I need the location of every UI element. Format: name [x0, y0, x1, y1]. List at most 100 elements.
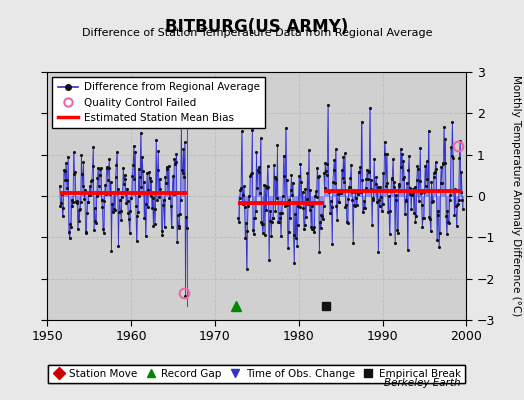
- Point: [165, 194, 173, 201]
- Point: [114, 186, 122, 192]
- Point: [270, 162, 278, 168]
- Point: [279, 193, 287, 199]
- Point: [241, 204, 249, 210]
- Point: [236, 186, 245, 193]
- Point: [329, 178, 337, 185]
- Point: [402, 198, 410, 204]
- Point: [314, 174, 322, 180]
- Point: [310, 229, 318, 235]
- Point: [367, 176, 376, 183]
- Point: [424, 127, 433, 134]
- Point: [270, 174, 279, 180]
- Point: [81, 230, 90, 236]
- Point: [261, 183, 270, 190]
- Point: [129, 161, 137, 168]
- Point: [135, 193, 144, 199]
- Point: [394, 230, 402, 236]
- Point: [374, 248, 383, 255]
- Point: [72, 198, 81, 204]
- Point: [162, 180, 170, 186]
- Point: [339, 175, 347, 181]
- Point: [456, 188, 465, 195]
- Point: [167, 203, 175, 210]
- Text: Monthly Temperature Anomaly Difference (°C): Monthly Temperature Anomaly Difference (…: [511, 75, 521, 317]
- Point: [357, 118, 366, 125]
- Point: [172, 151, 181, 158]
- Point: [126, 207, 135, 214]
- Point: [95, 182, 103, 189]
- Point: [389, 184, 398, 190]
- Point: [350, 202, 358, 209]
- Point: [433, 208, 442, 214]
- Point: [93, 175, 102, 181]
- Point: [379, 169, 387, 176]
- Point: [254, 167, 262, 173]
- Point: [170, 156, 179, 163]
- Point: [106, 179, 115, 185]
- Point: [372, 180, 380, 187]
- Point: [156, 176, 164, 182]
- Point: [110, 206, 118, 212]
- Text: Berkeley Earth: Berkeley Earth: [385, 378, 461, 388]
- Point: [168, 190, 177, 196]
- Point: [406, 190, 414, 197]
- Point: [144, 204, 152, 211]
- Point: [414, 198, 423, 204]
- Point: [266, 218, 274, 224]
- Point: [91, 205, 99, 211]
- Point: [316, 225, 325, 232]
- Point: [362, 176, 370, 183]
- Point: [257, 218, 266, 225]
- Point: [63, 185, 72, 192]
- Point: [351, 189, 359, 196]
- Point: [259, 221, 268, 227]
- Point: [348, 197, 357, 203]
- Point: [248, 126, 256, 133]
- Point: [154, 148, 162, 155]
- Point: [64, 153, 72, 160]
- Point: [293, 222, 302, 228]
- Point: [409, 186, 418, 192]
- Point: [272, 195, 281, 201]
- Point: [179, 170, 187, 176]
- Point: [176, 211, 184, 217]
- Point: [278, 200, 287, 206]
- Point: [324, 188, 333, 194]
- Point: [301, 186, 310, 192]
- Point: [376, 184, 385, 190]
- Point: [298, 189, 307, 195]
- Point: [123, 198, 132, 204]
- Point: [181, 292, 190, 299]
- Point: [280, 173, 289, 179]
- Point: [281, 124, 290, 131]
- Point: [102, 191, 110, 197]
- Point: [133, 213, 141, 220]
- Point: [143, 170, 151, 176]
- Point: [258, 230, 267, 236]
- Point: [417, 190, 425, 196]
- Point: [332, 146, 340, 153]
- Point: [238, 200, 247, 207]
- Point: [328, 241, 336, 248]
- Point: [279, 152, 288, 159]
- Point: [235, 195, 244, 201]
- Point: [441, 160, 449, 167]
- Point: [234, 215, 243, 221]
- Point: [289, 180, 297, 186]
- Point: [364, 176, 372, 183]
- Point: [427, 179, 435, 186]
- Point: [312, 193, 321, 200]
- Point: [256, 190, 264, 196]
- Point: [389, 156, 397, 162]
- Point: [391, 240, 399, 246]
- Point: [365, 169, 374, 176]
- Point: [166, 190, 174, 196]
- Point: [378, 208, 386, 214]
- Point: [426, 216, 434, 222]
- Point: [390, 178, 399, 185]
- Point: [285, 197, 293, 204]
- Point: [385, 193, 393, 199]
- Point: [343, 220, 352, 226]
- Point: [290, 260, 298, 266]
- Point: [372, 174, 380, 180]
